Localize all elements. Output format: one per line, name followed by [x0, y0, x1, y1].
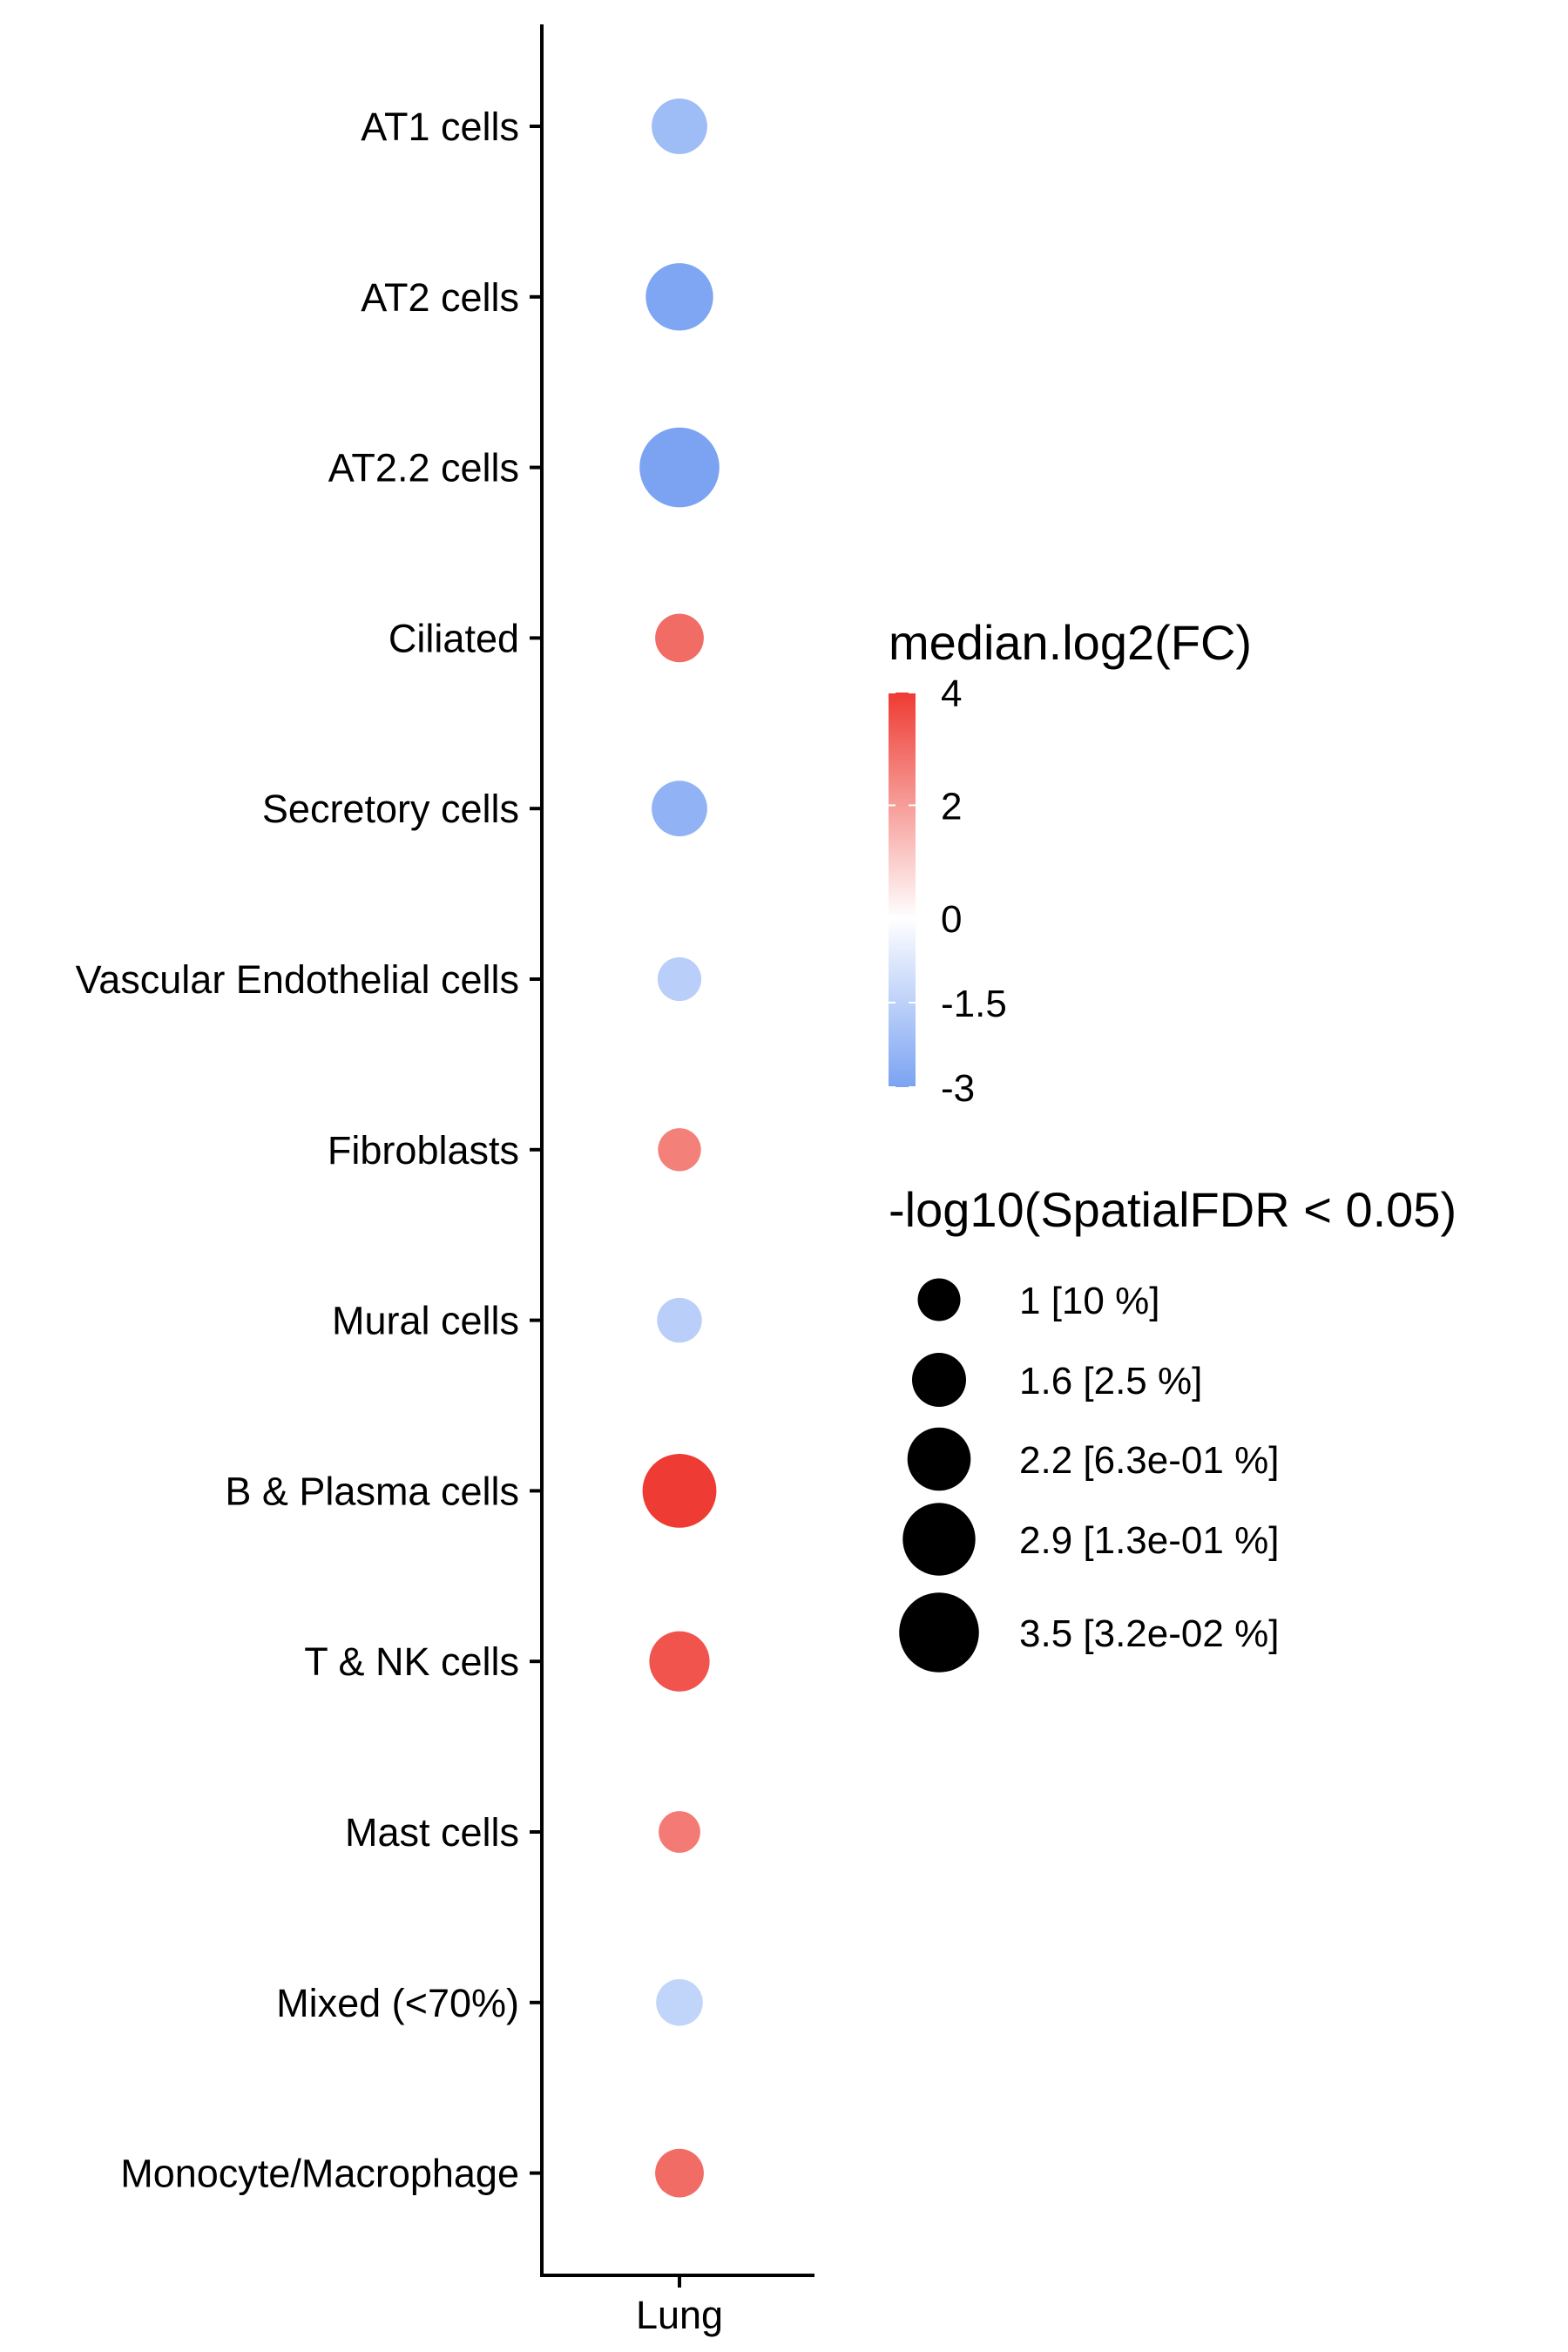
- x-axis-ticks: Lung: [636, 2275, 723, 2337]
- color-legend-ticks: 4 2 0 -1.5 -3: [889, 672, 1007, 1110]
- size-legend-label: 2.9 [1.3e-01 %]: [1019, 1519, 1279, 1562]
- size-legend-key: [917, 1278, 961, 1321]
- y-tick-label: Vascular Endothelial cells: [76, 957, 519, 1002]
- size-legend: -log10(SpatialFDR < 0.05) 1 [10 %] 1.6 [2…: [889, 1182, 1456, 1673]
- size-legend-title: -log10(SpatialFDR < 0.05): [889, 1182, 1456, 1237]
- data-point: [657, 1297, 702, 1343]
- size-legend-key: [912, 1353, 966, 1407]
- size-legend-entries: 1 [10 %] 1.6 [2.5 %] 2.2 [6.3e-01 %] 2.9 [1…: [899, 1278, 1279, 1673]
- data-point: [645, 263, 713, 331]
- y-tick-label: Ciliated: [389, 616, 519, 660]
- data-point: [659, 1811, 700, 1853]
- data-point: [652, 98, 707, 154]
- size-legend-label: 3.5 [3.2e-02 %]: [1019, 1612, 1279, 1655]
- color-legend-title: median.log2(FC): [889, 615, 1252, 670]
- y-tick-label: Mural cells: [332, 1299, 519, 1343]
- data-point: [656, 1979, 703, 2026]
- data-point: [639, 427, 720, 508]
- y-axis-ticks: AT1 cells AT2 cells AT2.2 cells Ciliated Sec…: [76, 105, 542, 2196]
- color-tick-label: 4: [941, 672, 962, 715]
- color-tick-label: 0: [941, 898, 962, 941]
- y-tick-label: Fibroblasts: [328, 1128, 519, 1173]
- data-point: [655, 613, 704, 663]
- y-tick-label: Mast cells: [345, 1810, 519, 1855]
- size-legend-key: [902, 1503, 976, 1576]
- size-legend-key: [907, 1427, 971, 1491]
- data-points: [639, 98, 720, 2198]
- y-tick-label: Monocyte/Macrophage: [120, 2152, 519, 2196]
- y-tick-label: Mixed (<70%): [276, 1981, 519, 2025]
- data-point: [658, 1128, 701, 1172]
- data-point: [657, 956, 702, 1002]
- y-tick-label: AT2.2 cells: [328, 446, 519, 490]
- y-tick-label: Secretory cells: [262, 787, 519, 831]
- size-legend-label: 2.2 [6.3e-01 %]: [1019, 1439, 1279, 1482]
- size-legend-label: 1.6 [2.5 %]: [1019, 1360, 1202, 1402]
- y-tick-label: AT2 cells: [361, 275, 519, 320]
- data-point: [642, 1454, 717, 1528]
- size-legend-key: [899, 1592, 979, 1673]
- data-point: [649, 1631, 710, 1692]
- color-tick-label: -1.5: [941, 983, 1007, 1025]
- y-tick-label: AT1 cells: [361, 105, 519, 149]
- color-legend-bar: [889, 693, 916, 1087]
- color-tick-label: -3: [941, 1067, 975, 1110]
- data-point: [655, 2148, 704, 2198]
- y-tick-label: B & Plasma cells: [225, 1469, 519, 1513]
- y-tick-label: T & NK cells: [304, 1639, 519, 1684]
- size-legend-label: 1 [10 %]: [1019, 1280, 1159, 1322]
- data-point: [652, 781, 707, 837]
- color-legend: median.log2(FC) 4 2 0 -1.5 -3: [889, 615, 1252, 1110]
- x-tick-label: Lung: [636, 2293, 723, 2337]
- color-tick-label: 2: [941, 785, 962, 828]
